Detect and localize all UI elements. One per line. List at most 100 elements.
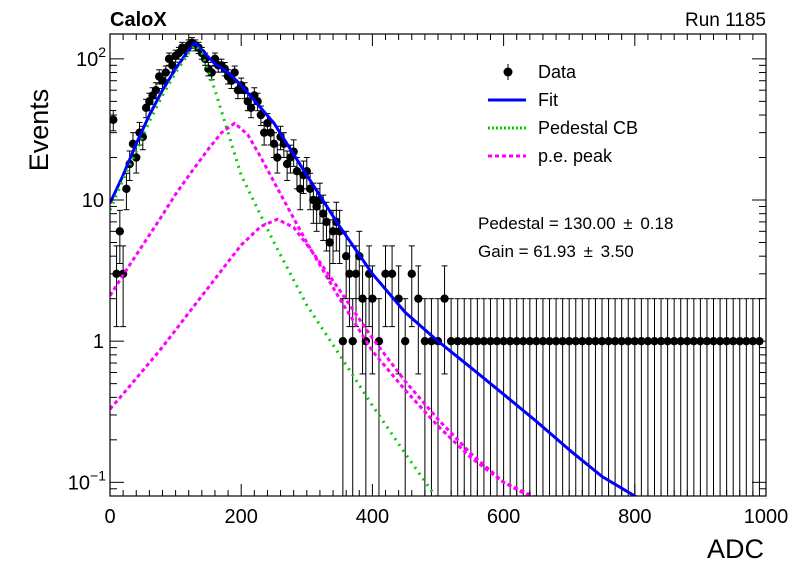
data-point bbox=[440, 265, 449, 375]
data-point bbox=[414, 265, 423, 375]
data-point bbox=[466, 298, 475, 496]
curve-p-e-peak-1st bbox=[110, 121, 537, 496]
data-marker bbox=[584, 336, 594, 346]
legend-label: p.e. peak bbox=[538, 146, 613, 166]
data-marker bbox=[132, 153, 141, 162]
data-point bbox=[246, 98, 256, 119]
data-point bbox=[273, 144, 282, 174]
data-marker bbox=[735, 336, 744, 346]
data-marker bbox=[473, 336, 482, 346]
data-point bbox=[492, 298, 502, 496]
x-tick-label: 600 bbox=[487, 506, 520, 528]
x-tick-label: 800 bbox=[618, 506, 651, 528]
data-marker bbox=[414, 294, 423, 303]
data-point bbox=[571, 298, 580, 496]
data-marker bbox=[263, 119, 272, 128]
legend-entry: Pedestal CB bbox=[488, 118, 638, 138]
data-point bbox=[689, 298, 699, 496]
data-point bbox=[407, 245, 416, 328]
data-marker bbox=[122, 184, 131, 194]
experiment-label: CaloX bbox=[110, 9, 167, 31]
x-tick-label: 400 bbox=[356, 506, 389, 528]
data-point bbox=[296, 172, 305, 211]
x-tick-label: 1000 bbox=[744, 506, 789, 528]
legend-entry: Fit bbox=[488, 90, 558, 110]
data-marker bbox=[565, 336, 574, 346]
data-point bbox=[499, 298, 508, 496]
data-marker bbox=[446, 336, 456, 346]
data-marker bbox=[617, 336, 626, 346]
x-tick-label: 200 bbox=[225, 506, 258, 528]
data-point bbox=[643, 298, 653, 496]
gain-result: Gain = 61.93 ± 3.50 bbox=[478, 242, 634, 261]
data-marker bbox=[246, 103, 256, 113]
data-marker bbox=[683, 336, 692, 346]
data-marker bbox=[368, 294, 377, 303]
y-axis-title: Events bbox=[24, 89, 54, 172]
data-point bbox=[338, 298, 348, 496]
data-marker bbox=[525, 336, 535, 346]
pedestal-value: Pedestal = 130.00 bbox=[478, 214, 616, 233]
data-marker bbox=[282, 159, 292, 169]
data-marker bbox=[348, 336, 357, 346]
data-marker bbox=[505, 336, 515, 346]
data-point bbox=[669, 298, 679, 496]
data-point bbox=[565, 298, 574, 496]
gain-error: 3.50 bbox=[601, 242, 634, 261]
fit-curves bbox=[110, 41, 638, 496]
legend-label: Fit bbox=[538, 90, 558, 110]
data-point bbox=[624, 298, 633, 496]
data-marker bbox=[519, 336, 528, 346]
data-marker bbox=[676, 336, 685, 346]
data-point bbox=[630, 298, 639, 496]
data-point bbox=[446, 298, 456, 496]
pedestal-pm: ± bbox=[623, 214, 632, 233]
data-point bbox=[735, 298, 744, 496]
data-marker bbox=[358, 294, 367, 303]
data-marker bbox=[722, 336, 731, 346]
data-point bbox=[368, 265, 377, 375]
curve-p-e-peak-2nd bbox=[110, 217, 533, 496]
data-marker bbox=[164, 54, 174, 64]
data-marker bbox=[273, 153, 282, 162]
data-point bbox=[427, 298, 436, 496]
data-marker bbox=[610, 336, 620, 346]
data-point bbox=[709, 298, 718, 496]
data-marker bbox=[296, 184, 305, 194]
x-tick-label: 0 bbox=[104, 506, 115, 528]
data-marker bbox=[492, 336, 502, 346]
data-point bbox=[591, 298, 600, 496]
data-point bbox=[584, 298, 594, 496]
data-point bbox=[387, 245, 397, 328]
data-point bbox=[486, 298, 495, 496]
data-point bbox=[519, 298, 528, 496]
data-point bbox=[479, 298, 489, 496]
data-point bbox=[663, 298, 672, 496]
data-point bbox=[453, 298, 462, 496]
data-marker bbox=[729, 336, 738, 346]
data-marker bbox=[558, 336, 567, 346]
data-marker bbox=[345, 269, 354, 279]
data-marker bbox=[351, 269, 361, 279]
data-point bbox=[742, 298, 751, 496]
data-marker bbox=[151, 85, 161, 95]
data-point bbox=[755, 298, 764, 496]
curve-pedestal-cb bbox=[110, 43, 438, 496]
data-marker bbox=[630, 336, 639, 346]
data-point bbox=[110, 109, 118, 132]
data-point bbox=[702, 298, 712, 496]
data-point bbox=[348, 298, 357, 496]
data-marker bbox=[663, 336, 672, 346]
data-point bbox=[637, 298, 646, 496]
pedestal-error: 0.18 bbox=[640, 214, 673, 233]
gain-pm: ± bbox=[584, 242, 593, 261]
data-marker bbox=[643, 336, 653, 346]
data-marker bbox=[571, 336, 580, 346]
data-marker bbox=[158, 76, 167, 85]
y-tick-label: 1 bbox=[93, 331, 104, 353]
data-marker bbox=[319, 209, 328, 218]
data-point bbox=[341, 230, 351, 300]
y-tick-label: 10 bbox=[82, 190, 104, 212]
data-point bbox=[715, 298, 725, 496]
